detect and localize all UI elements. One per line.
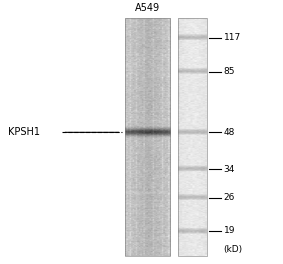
Bar [178, 18, 207, 256]
Text: 117: 117 [224, 33, 241, 42]
Text: 26: 26 [224, 193, 235, 202]
Text: A549: A549 [135, 3, 160, 13]
Bar [125, 18, 170, 256]
Text: 34: 34 [224, 164, 235, 173]
Text: 48: 48 [224, 128, 235, 137]
Text: 19: 19 [224, 227, 235, 235]
Text: (kD): (kD) [224, 246, 243, 254]
Text: 85: 85 [224, 67, 235, 76]
Text: KPSH1: KPSH1 [8, 127, 40, 137]
